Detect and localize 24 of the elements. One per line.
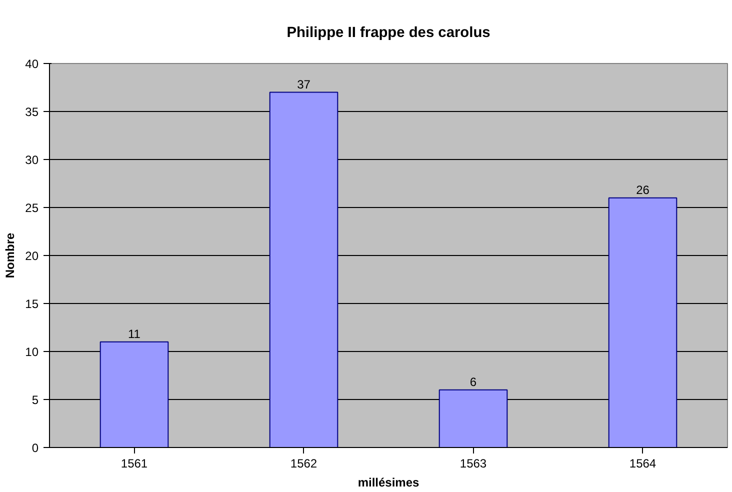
x-axis-title: millésimes: [358, 476, 420, 490]
y-axis-title: Nombre: [3, 232, 18, 278]
bar: [438, 389, 508, 448]
x-tick-label: 1562: [290, 456, 318, 470]
x-tick-label: 1563: [460, 456, 487, 470]
data-label: 37: [297, 77, 311, 92]
data-label: 6: [470, 374, 477, 389]
y-tick-label: 40: [25, 57, 39, 71]
y-tick-label: 15: [25, 297, 39, 311]
y-tick-label: 0: [32, 441, 39, 455]
data-label: 26: [636, 182, 650, 197]
y-tick-label: 25: [25, 201, 39, 215]
y-tick-label: 20: [25, 249, 39, 263]
chart-title: Philippe II frappe des carolus: [286, 25, 490, 41]
bar: [100, 341, 169, 448]
x-tick-label: 1561: [120, 456, 148, 470]
x-tick-label: 1564: [629, 456, 656, 470]
bar: [269, 92, 338, 448]
y-tick-label: 10: [25, 345, 39, 359]
y-tick-label: 30: [25, 153, 39, 167]
y-tick-label: 35: [25, 105, 39, 119]
y-tick-label: 5: [32, 393, 39, 407]
data-label: 11: [128, 326, 141, 341]
bar: [608, 197, 678, 448]
